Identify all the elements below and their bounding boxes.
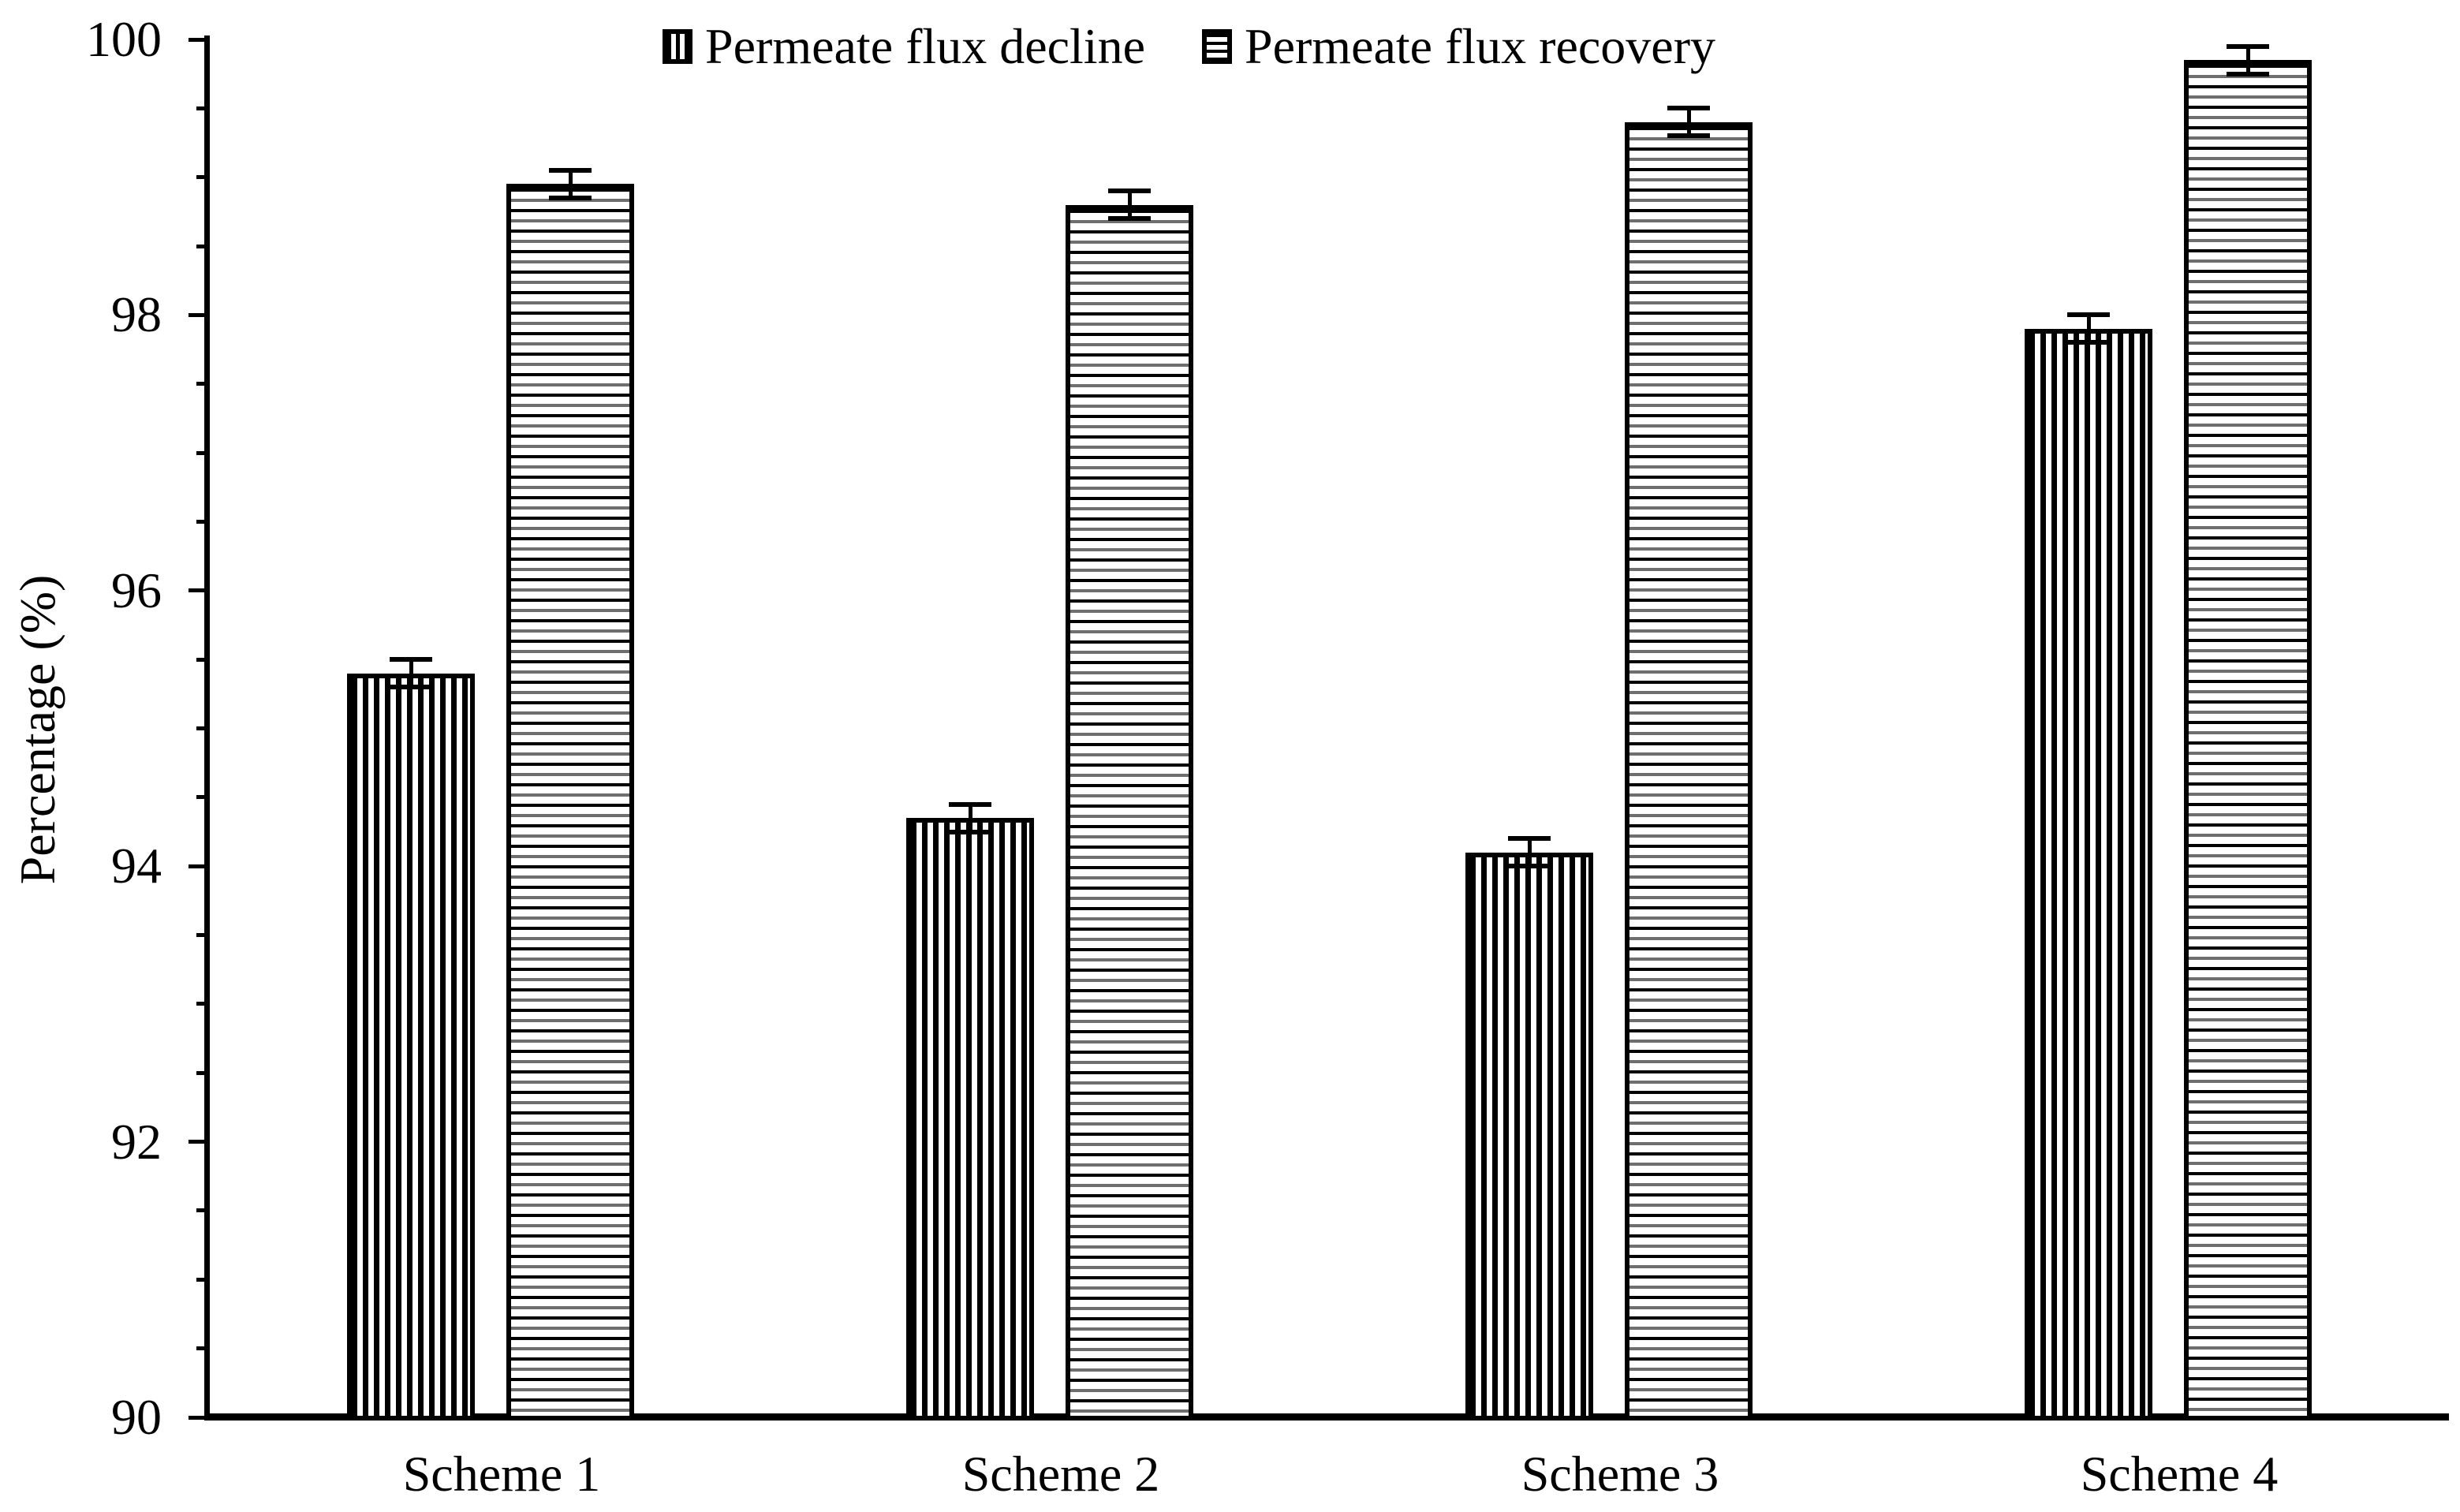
error-bar-cap-top — [549, 167, 592, 173]
y-minor-tick-91.5 — [196, 1208, 209, 1213]
y-minor-tick-99 — [196, 175, 209, 180]
y-major-tick-96 — [189, 588, 209, 593]
x-axis-line — [204, 1413, 2449, 1421]
error-bar-line — [1686, 108, 1691, 136]
bar-permeate-flux-decline-scheme-3 — [1465, 852, 1593, 1421]
error-bar-cap-bottom — [1108, 216, 1151, 222]
bar-permeate-flux-decline-scheme-1 — [347, 673, 475, 1421]
y-major-tick-100 — [189, 37, 209, 42]
y-minor-tick-96.5 — [196, 519, 209, 524]
y-tick-label-94: 94 — [111, 838, 162, 894]
y-minor-tick-93.5 — [196, 933, 209, 938]
error-bar-cap-bottom — [2067, 340, 2110, 345]
y-minor-tick-95 — [196, 726, 209, 730]
y-major-tick-90 — [189, 1415, 209, 1420]
legend-item-decline: Permeate flux decline — [663, 17, 1145, 76]
error-bar-cap-bottom — [549, 195, 592, 200]
error-bar-line — [1527, 838, 1532, 867]
y-major-tick-94 — [189, 864, 209, 868]
y-tick-label-96: 96 — [111, 562, 162, 618]
legend-label-decline: Permeate flux decline — [705, 18, 1145, 74]
y-minor-tick-93 — [196, 1002, 209, 1006]
error-bar-cap-top — [2067, 312, 2110, 318]
x-tick-label-scheme-1: Scheme 1 — [402, 1446, 601, 1502]
bar-permeate-flux-decline-scheme-4 — [2025, 328, 2152, 1421]
y-minor-tick-94.5 — [196, 795, 209, 800]
bar-permeate-flux-recovery-scheme-4 — [2184, 60, 2312, 1421]
bar-permeate-flux-recovery-scheme-3 — [1625, 121, 1753, 1421]
y-tick-label-92: 92 — [111, 1113, 162, 1170]
y-major-tick-98 — [189, 312, 209, 317]
error-bar-line — [968, 804, 972, 832]
x-tick-label-scheme-2: Scheme 2 — [961, 1446, 1160, 1502]
vertical-stripes-swatch-icon — [663, 29, 692, 64]
error-bar-cap-top — [1508, 836, 1551, 842]
y-tick-label-100: 100 — [86, 11, 162, 67]
error-bar-cap-top — [2227, 43, 2269, 49]
y-minor-tick-98.5 — [196, 244, 209, 248]
error-bar-cap-top — [1108, 189, 1151, 194]
error-bar-line — [2245, 46, 2250, 74]
error-bar-line — [1127, 191, 1132, 219]
error-bar-cap-top — [949, 801, 991, 807]
error-bar-cap-bottom — [2227, 71, 2269, 77]
y-minor-tick-99.5 — [196, 106, 209, 110]
error-bar-cap-bottom — [949, 829, 991, 834]
y-tick-label-90: 90 — [111, 1389, 162, 1445]
error-bar-cap-top — [1667, 106, 1710, 111]
x-tick-label-scheme-4: Scheme 4 — [2080, 1446, 2279, 1502]
y-minor-tick-92.5 — [196, 1070, 209, 1075]
bar-permeate-flux-recovery-scheme-2 — [1066, 204, 1193, 1421]
horizontal-stripes-swatch-icon — [1201, 29, 1232, 64]
error-bar-cap-bottom — [1667, 133, 1710, 139]
error-bar-cap-bottom — [390, 685, 432, 690]
y-minor-tick-95.5 — [196, 657, 209, 662]
x-tick-label-scheme-3: Scheme 3 — [1521, 1446, 1719, 1502]
y-minor-tick-91 — [196, 1277, 209, 1282]
y-tick-label-98: 98 — [111, 286, 162, 343]
bar-permeate-flux-recovery-scheme-1 — [506, 184, 634, 1421]
error-bar-line — [409, 659, 413, 688]
error-bar-line — [2086, 315, 2091, 343]
legend-label-recovery: Permeate flux recovery — [1244, 18, 1715, 74]
error-bar-cap-bottom — [1508, 864, 1551, 869]
bar-permeate-flux-decline-scheme-2 — [906, 818, 1034, 1421]
chart-legend: Permeate flux decline Permeate flux reco… — [663, 17, 1715, 76]
y-minor-tick-97.5 — [196, 382, 209, 386]
y-major-tick-92 — [189, 1140, 209, 1144]
error-bar-line — [568, 170, 573, 198]
legend-item-recovery: Permeate flux recovery — [1201, 17, 1715, 76]
y-minor-tick-97 — [196, 450, 209, 455]
error-bar-cap-top — [390, 657, 432, 663]
y-minor-tick-90.5 — [196, 1346, 209, 1351]
